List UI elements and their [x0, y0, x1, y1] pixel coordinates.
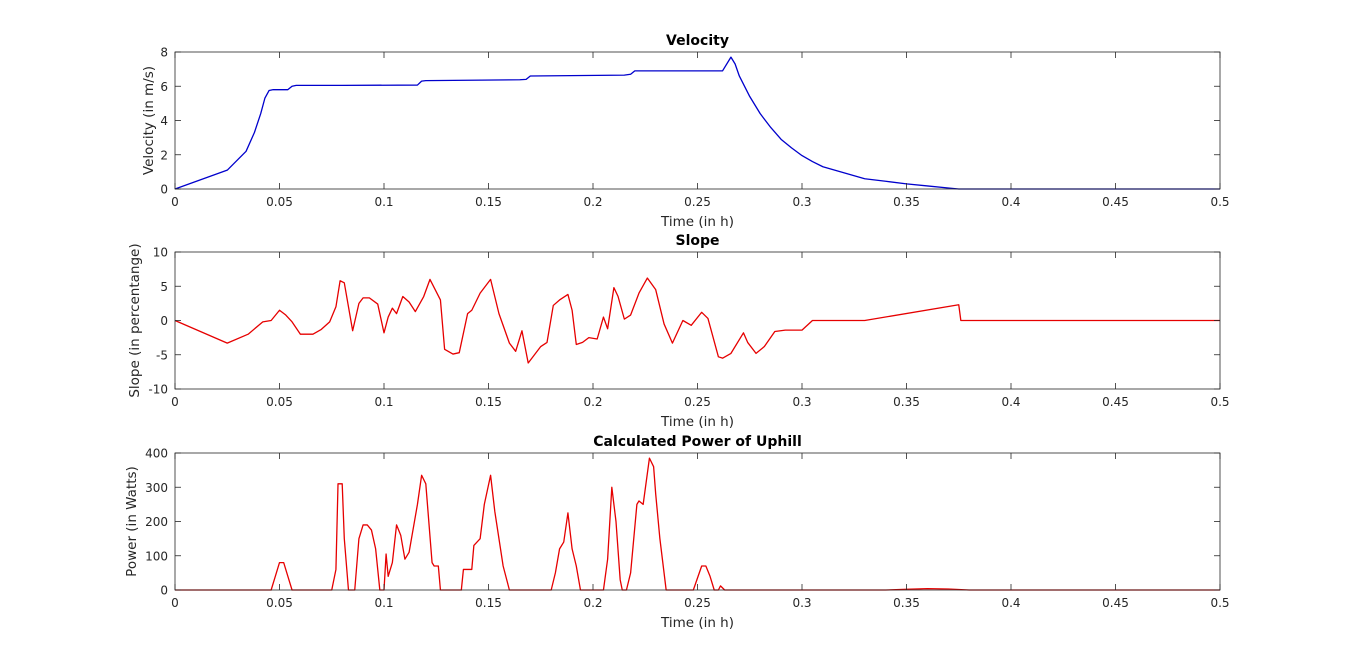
y-tick-label: 0 — [160, 183, 168, 197]
x-tick-label: 0.25 — [684, 596, 711, 610]
x-tick-label: 0.3 — [792, 596, 811, 610]
x-tick-label: 0.05 — [266, 395, 293, 409]
y-tick-label: -5 — [156, 348, 168, 362]
x-tick-label: 0.1 — [374, 596, 393, 610]
x-tick-label: 0.1 — [374, 395, 393, 409]
x-tick-label: 0.4 — [1001, 596, 1020, 610]
y-tick-label: 100 — [145, 549, 168, 563]
subplot-panels: 0 0.05 0.1 0.15 0.2 0.25 0.3 0.35 0.4 0.45 0.50246… — [124, 33, 1230, 631]
series-line — [174, 277, 1220, 364]
x-tick-label: 0.15 — [475, 395, 502, 409]
plot-area — [175, 52, 1220, 189]
y-tick-label: -10 — [148, 383, 168, 397]
x-tick-label: 0.3 — [792, 195, 811, 209]
y-tick-label: 10 — [153, 246, 168, 260]
x-tick-label: 0.45 — [1102, 596, 1129, 610]
x-tick-label: 0 — [171, 596, 179, 610]
y-axis-label: Power (in Watts) — [124, 466, 140, 577]
y-tick-label: 2 — [160, 148, 168, 162]
x-tick-label: 0.35 — [893, 596, 920, 610]
y-tick-label: 400 — [145, 447, 168, 461]
series-line — [174, 56, 1220, 190]
x-tick-label: 0.35 — [893, 395, 920, 409]
x-tick-label: 0.35 — [893, 195, 920, 209]
y-tick-label: 200 — [145, 515, 168, 529]
x-tick-label: 0.2 — [583, 395, 602, 409]
y-tick-label: 0 — [160, 314, 168, 328]
x-tick-label: 0.2 — [583, 195, 602, 209]
plot-area — [175, 453, 1220, 590]
x-tick-label: 0.25 — [684, 395, 711, 409]
x-tick-label: 0.5 — [1210, 395, 1229, 409]
y-tick-label: 8 — [160, 46, 168, 60]
x-tick-label: 0.05 — [266, 195, 293, 209]
y-tick-label: 6 — [160, 80, 168, 94]
x-tick-label: 0.4 — [1001, 195, 1020, 209]
y-tick-label: 0 — [160, 584, 168, 598]
x-tick-label: 0.5 — [1210, 195, 1229, 209]
x-tick-label: 0.1 — [374, 195, 393, 209]
y-axis-label: Slope (in percentange) — [127, 243, 143, 397]
y-tick-label: 5 — [160, 280, 168, 294]
x-tick-label: 0.5 — [1210, 596, 1229, 610]
y-axis-label: Velocity (in m/s) — [141, 66, 157, 175]
x-tick-label: 0.05 — [266, 596, 293, 610]
y-tick-label: 4 — [160, 114, 168, 128]
chart-title: Slope — [675, 233, 719, 249]
x-axis-label: Time (in h) — [660, 414, 734, 430]
subplot-0: 0 0.05 0.1 0.15 0.2 0.25 0.3 0.35 0.4 0.45 0.5 0 2 4 6… — [141, 33, 1230, 230]
x-tick-label: 0.15 — [475, 195, 502, 209]
subplot-1: 0 0.05 0.1 0.15 0.2 0.25 0.3 0.35 0.4 0.45 0.5 -10 -… — [127, 233, 1230, 430]
x-tick-label: 0.2 — [583, 596, 602, 610]
x-tick-label: 0.15 — [475, 596, 502, 610]
subplot-2: 0 0.05 0.1 0.15 0.2 0.25 0.3 0.35 0.4 0.45 0.5 0 100… — [124, 434, 1230, 631]
x-tick-label: 0 — [171, 195, 179, 209]
x-axis-label: Time (in h) — [660, 214, 734, 230]
x-tick-label: 0.3 — [792, 395, 811, 409]
x-tick-label: 0.45 — [1102, 195, 1129, 209]
x-axis-label: Time (in h) — [660, 615, 734, 631]
x-tick-label: 0 — [171, 395, 179, 409]
y-tick-label: 300 — [145, 481, 168, 495]
x-tick-label: 0.45 — [1102, 395, 1129, 409]
x-tick-label: 0.25 — [684, 195, 711, 209]
x-tick-label: 0.4 — [1001, 395, 1020, 409]
chart-title: Calculated Power of Uphill — [593, 434, 802, 450]
chart-title: Velocity — [666, 33, 729, 49]
